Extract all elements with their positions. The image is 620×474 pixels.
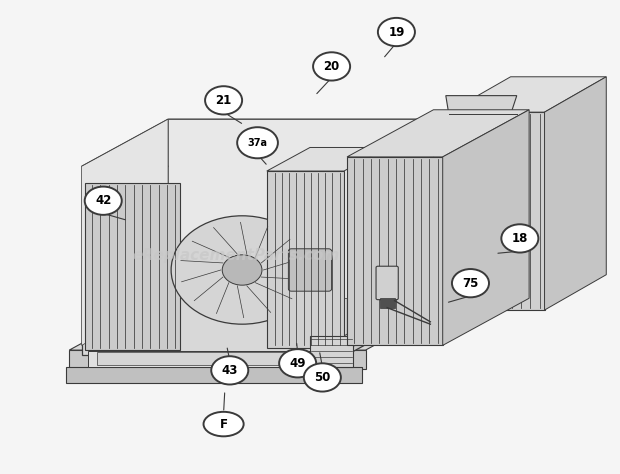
Polygon shape — [449, 77, 606, 112]
Polygon shape — [347, 157, 443, 346]
Polygon shape — [97, 353, 307, 365]
Circle shape — [171, 216, 313, 324]
Text: 43: 43 — [221, 364, 238, 377]
Circle shape — [279, 349, 316, 377]
Polygon shape — [379, 298, 394, 308]
Polygon shape — [88, 351, 316, 366]
FancyBboxPatch shape — [376, 266, 398, 300]
Polygon shape — [82, 166, 347, 355]
Polygon shape — [446, 96, 516, 115]
Text: 37a: 37a — [247, 138, 268, 148]
Polygon shape — [316, 318, 377, 366]
Polygon shape — [82, 119, 168, 346]
Polygon shape — [347, 110, 529, 157]
Polygon shape — [267, 147, 387, 171]
Ellipse shape — [203, 412, 244, 437]
Polygon shape — [347, 119, 433, 355]
Polygon shape — [66, 366, 363, 383]
Circle shape — [85, 187, 122, 215]
Polygon shape — [85, 183, 180, 350]
Text: 21: 21 — [216, 94, 232, 107]
Circle shape — [205, 86, 242, 115]
Circle shape — [237, 127, 278, 158]
Text: 49: 49 — [290, 357, 306, 370]
Text: 75: 75 — [463, 277, 479, 290]
Circle shape — [452, 269, 489, 297]
Text: 19: 19 — [388, 26, 405, 38]
Text: 50: 50 — [314, 371, 330, 384]
Circle shape — [211, 356, 248, 384]
Polygon shape — [443, 110, 529, 346]
Polygon shape — [544, 77, 606, 310]
Circle shape — [313, 52, 350, 81]
Circle shape — [222, 255, 262, 285]
Text: F: F — [219, 418, 228, 430]
Polygon shape — [168, 119, 433, 298]
Polygon shape — [449, 112, 544, 310]
Text: 18: 18 — [512, 232, 528, 245]
Polygon shape — [82, 119, 433, 166]
Polygon shape — [310, 336, 353, 366]
Text: eReplacementParts.com: eReplacementParts.com — [132, 248, 340, 264]
Polygon shape — [69, 303, 452, 350]
Circle shape — [502, 224, 538, 253]
Circle shape — [378, 18, 415, 46]
Text: 42: 42 — [95, 194, 112, 207]
FancyBboxPatch shape — [288, 249, 332, 291]
Circle shape — [304, 363, 341, 392]
Polygon shape — [69, 350, 366, 369]
Polygon shape — [267, 171, 344, 348]
Text: 20: 20 — [324, 60, 340, 73]
